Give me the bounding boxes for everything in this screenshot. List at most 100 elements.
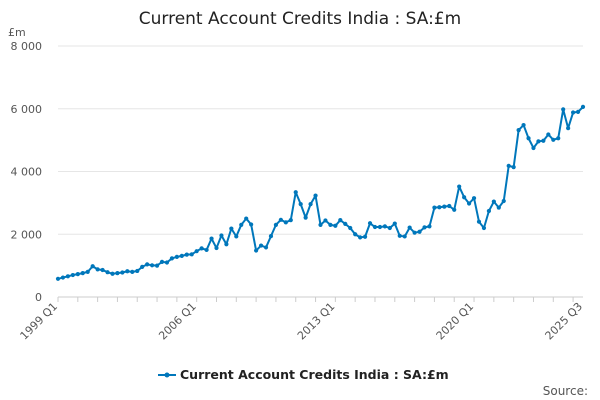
data-point — [80, 271, 85, 276]
data-point — [249, 222, 254, 227]
data-point — [60, 275, 66, 280]
data-point — [140, 264, 145, 269]
data-point — [239, 222, 244, 227]
data-point — [323, 218, 328, 223]
data-point — [209, 236, 214, 241]
data-point — [283, 220, 288, 225]
data-point — [531, 145, 536, 151]
data-point — [580, 104, 586, 109]
data-point — [392, 221, 397, 226]
data-point — [496, 205, 501, 210]
data-point — [214, 245, 219, 251]
data-point — [516, 127, 521, 133]
x-tick-label: 2013 Q1 — [295, 300, 338, 343]
data-point — [382, 224, 387, 229]
data-point — [432, 205, 437, 210]
data-point — [462, 195, 467, 200]
data-point — [100, 267, 105, 273]
data-point — [110, 271, 115, 276]
data-point — [536, 139, 541, 144]
data-point — [85, 269, 90, 274]
data-point — [343, 221, 348, 226]
data-point — [135, 268, 140, 274]
data-point — [526, 136, 531, 141]
data-point — [258, 243, 264, 248]
data-point — [402, 234, 407, 239]
data-point — [194, 249, 199, 254]
data-point — [95, 267, 100, 272]
plot-area — [55, 104, 586, 281]
data-point — [353, 232, 358, 237]
data-point — [254, 248, 259, 253]
data-point — [70, 272, 75, 278]
gridlines — [58, 45, 583, 235]
y-axis: 0 2 000 4 000 6 000 8 000 — [11, 40, 43, 304]
y-axis-unit-label: £m — [8, 26, 26, 39]
data-point — [466, 201, 472, 206]
data-point — [476, 219, 482, 224]
data-point — [556, 136, 561, 141]
data-point — [387, 225, 392, 231]
data-point — [75, 272, 80, 277]
data-point — [184, 252, 189, 257]
x-tick-label: 2020 Q1 — [434, 300, 477, 343]
data-point — [358, 235, 363, 240]
data-point — [303, 215, 308, 220]
legend-label: Current Account Credits India : SA:£m — [180, 367, 449, 382]
data-point — [189, 252, 194, 257]
data-point — [234, 234, 239, 239]
x-tick-label: 1999 Q1 — [18, 300, 61, 343]
x-tick-label: 2006 Q1 — [156, 300, 199, 343]
legend[interactable]: Current Account Credits India : SA:£m — [158, 367, 449, 382]
data-point — [521, 122, 526, 128]
data-point — [288, 218, 293, 223]
data-point — [150, 263, 155, 268]
data-point — [179, 253, 184, 258]
data-point — [501, 198, 506, 204]
data-point — [229, 226, 234, 231]
data-point — [120, 270, 125, 275]
data-point — [367, 221, 373, 226]
data-point — [244, 216, 249, 221]
data-point — [407, 225, 412, 230]
data-point — [263, 245, 269, 250]
data-point — [486, 208, 491, 214]
data-point — [546, 132, 551, 137]
data-point — [397, 233, 402, 238]
data-point — [224, 242, 229, 247]
data-point — [491, 199, 496, 204]
data-point — [471, 196, 477, 201]
x-axis: 1999 Q1 2006 Q1 2013 Q1 2020 Q1 2025 Q3 — [18, 296, 586, 343]
data-point — [457, 184, 462, 189]
data-point — [219, 233, 224, 238]
data-point — [55, 276, 61, 281]
data-point — [278, 217, 283, 222]
y-tick-label: 2 000 — [11, 228, 43, 241]
data-point — [561, 107, 566, 112]
chart-title: Current Account Credits India : SA:£m — [139, 9, 461, 29]
series-line — [57, 106, 584, 280]
data-point — [575, 109, 581, 114]
data-point — [551, 137, 556, 142]
data-point — [313, 193, 318, 198]
data-point — [164, 260, 170, 265]
data-point — [298, 202, 303, 207]
data-point — [199, 246, 204, 251]
data-point — [481, 225, 487, 231]
data-point — [273, 222, 279, 227]
data-point — [427, 224, 432, 229]
data-point — [115, 271, 120, 276]
data-point — [422, 225, 427, 230]
y-tick-label: 8 000 — [11, 40, 43, 53]
data-point — [333, 223, 338, 228]
x-tick-label: 2025 Q3 — [543, 300, 586, 343]
y-tick-label: 0 — [35, 291, 42, 304]
data-point — [506, 163, 511, 168]
legend-swatch-marker — [164, 372, 170, 378]
data-point — [65, 274, 71, 279]
data-point — [105, 270, 110, 275]
data-point — [169, 256, 175, 261]
data-point — [268, 234, 274, 239]
data-point — [541, 138, 546, 143]
